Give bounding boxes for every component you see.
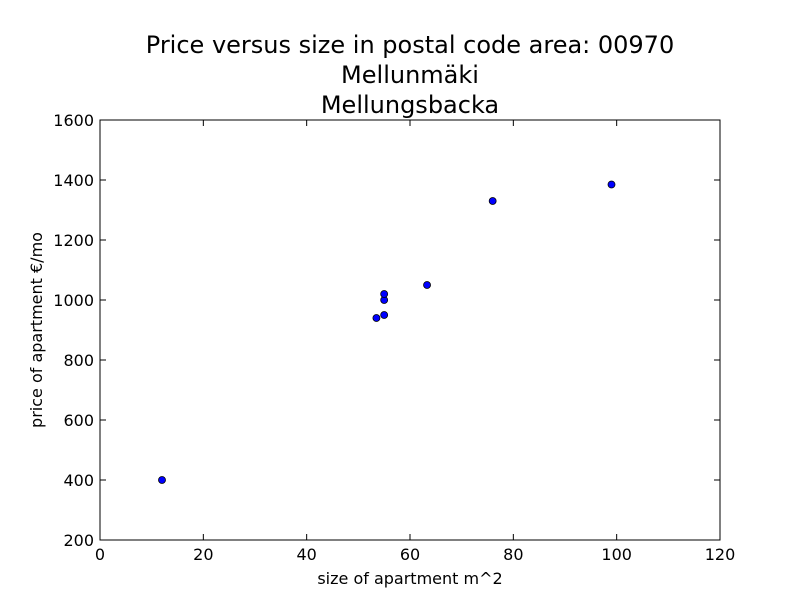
y-tick-label: 600 bbox=[63, 411, 94, 430]
y-tick-label: 200 bbox=[63, 531, 94, 550]
point bbox=[380, 311, 389, 319]
y-tick-label: 800 bbox=[63, 351, 94, 370]
x-tick-label: 0 bbox=[95, 545, 105, 564]
x-tick-label: 80 bbox=[503, 545, 523, 564]
point bbox=[488, 197, 497, 205]
point bbox=[158, 476, 166, 484]
y-tick-label: 400 bbox=[63, 471, 94, 490]
y-tick-label: 1200 bbox=[53, 231, 94, 250]
y-tick-label: 1600 bbox=[53, 111, 94, 130]
chart-title: Mellunmäki bbox=[341, 61, 479, 89]
y-axis-label: price of apartment €/mo bbox=[27, 232, 46, 428]
x-tick-label: 100 bbox=[601, 545, 632, 564]
point bbox=[607, 180, 616, 189]
x-axis-label: size of apartment m^2 bbox=[317, 569, 502, 588]
x-tick-label: 20 bbox=[193, 545, 213, 564]
chart-title: Price versus size in postal code area: 0… bbox=[146, 31, 674, 59]
point bbox=[423, 281, 431, 289]
chart-title: Mellungsbacka bbox=[321, 91, 499, 119]
y-tick-label: 1400 bbox=[53, 171, 94, 190]
point bbox=[372, 314, 381, 322]
x-tick-label: 40 bbox=[296, 545, 316, 564]
plot-frame bbox=[99, 119, 721, 541]
point bbox=[380, 290, 389, 298]
y-tick-label: 1000 bbox=[53, 291, 94, 310]
x-tick-label: 60 bbox=[400, 545, 420, 564]
x-tick-label: 120 bbox=[705, 545, 736, 564]
